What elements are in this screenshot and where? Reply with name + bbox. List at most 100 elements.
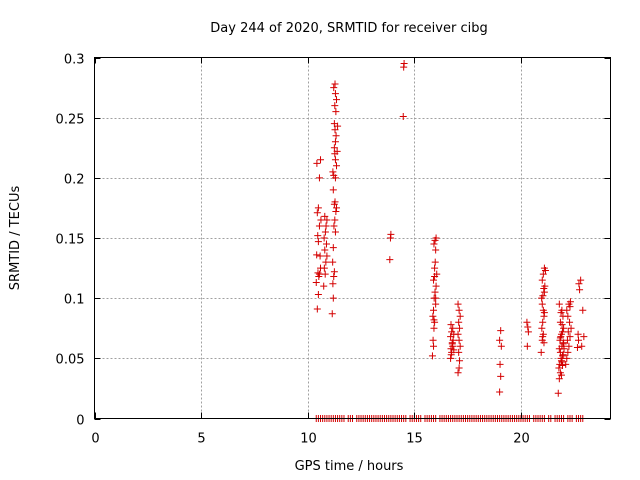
- data-point: [333, 96, 341, 104]
- data-point: [554, 389, 562, 397]
- data-point: [455, 318, 463, 326]
- data-point: [333, 162, 341, 170]
- data-point: [430, 306, 438, 314]
- chart-title: Day 244 of 2020, SRMTID for receiver cib…: [210, 21, 487, 36]
- data-point: [331, 228, 339, 236]
- data-point: [579, 306, 587, 314]
- data-point: [320, 264, 328, 272]
- data-point: [330, 268, 338, 276]
- data-point: [333, 204, 341, 212]
- data-point: [455, 348, 463, 356]
- data-point: [562, 360, 570, 368]
- data-point: [322, 222, 330, 230]
- data-point: [429, 312, 437, 320]
- data-point: [523, 342, 531, 350]
- data-point: [313, 305, 321, 313]
- y-axis-label: SRMTID / TECUs: [8, 186, 23, 291]
- data-point: [329, 258, 337, 266]
- data-point: [539, 292, 547, 300]
- data-point: [431, 288, 439, 296]
- data-point: [329, 244, 337, 252]
- data-point: [321, 270, 329, 278]
- data-point: [539, 306, 547, 314]
- data-point: [399, 112, 407, 120]
- data-point: [559, 352, 567, 360]
- x-axis-label: GPS time / hours: [295, 459, 404, 474]
- data-point: [578, 342, 586, 350]
- data-point: [563, 306, 571, 314]
- data-point: [429, 336, 437, 344]
- data-point: [321, 246, 329, 254]
- data-point: [454, 369, 462, 377]
- data-point: [524, 328, 532, 336]
- data-point: [322, 240, 330, 248]
- x-tick-labels: 0 5 10 15 20: [91, 432, 529, 447]
- data-point: [314, 291, 322, 299]
- data-point: [400, 60, 408, 68]
- data-point: [328, 310, 336, 318]
- data-point: [564, 328, 572, 336]
- data-point: [432, 246, 440, 254]
- data-point: [447, 351, 455, 359]
- data-point: [540, 339, 548, 347]
- data-point: [329, 280, 337, 288]
- data-point: [322, 258, 330, 266]
- data-point: [331, 138, 339, 146]
- data-point: [329, 294, 337, 302]
- data-point: [555, 364, 563, 372]
- data-point: [430, 240, 438, 248]
- data-point: [456, 342, 464, 350]
- data-point: [330, 171, 338, 179]
- data-point: [524, 323, 532, 331]
- data-point: [315, 174, 323, 182]
- data-point: [496, 360, 504, 368]
- data-point: [330, 84, 338, 92]
- data-point: [321, 228, 329, 236]
- data-point: [456, 324, 464, 332]
- data-point: [538, 276, 546, 284]
- data-point: [563, 336, 571, 344]
- y-tick-label: 0: [76, 414, 84, 429]
- data-point: [567, 324, 575, 332]
- data-point: [331, 156, 339, 164]
- data-point: [432, 234, 440, 242]
- data-point: [313, 251, 321, 259]
- y-tick-labels: 0 0.05 0.1 0.15 0.2 0.25 0.3: [56, 53, 85, 429]
- data-point: [537, 348, 545, 356]
- x-tick-label: 5: [197, 432, 205, 447]
- data-point: [556, 334, 564, 342]
- data-point: [432, 294, 440, 302]
- data-point: [430, 276, 438, 284]
- data-point: [313, 159, 321, 167]
- data-point: [558, 358, 566, 366]
- data-point: [573, 344, 581, 352]
- x-tick-label: 10: [300, 432, 317, 447]
- data-point: [329, 168, 337, 176]
- data-point: [454, 330, 462, 338]
- data-point: [449, 324, 457, 332]
- data-point: [315, 222, 323, 230]
- data-point: [454, 300, 462, 308]
- data-point: [314, 269, 322, 277]
- data-point: [560, 324, 568, 332]
- data-point: [331, 90, 339, 98]
- data-point: [563, 354, 571, 362]
- data-point: [331, 102, 339, 110]
- data-point: [455, 306, 463, 314]
- data-point: [564, 348, 572, 356]
- data-point: [428, 352, 436, 360]
- data-point: [580, 333, 588, 341]
- data-point: [539, 318, 547, 326]
- data-point: [321, 212, 329, 220]
- data-point: [330, 222, 338, 230]
- data-point: [313, 209, 321, 217]
- data-point: [432, 282, 440, 290]
- data-point: [450, 346, 458, 354]
- data-point: [559, 351, 567, 359]
- y-tick-label: 0.05: [56, 353, 85, 368]
- data-point: [314, 204, 322, 212]
- data-point: [456, 357, 464, 365]
- data-point: [557, 371, 565, 379]
- data-point: [555, 375, 563, 383]
